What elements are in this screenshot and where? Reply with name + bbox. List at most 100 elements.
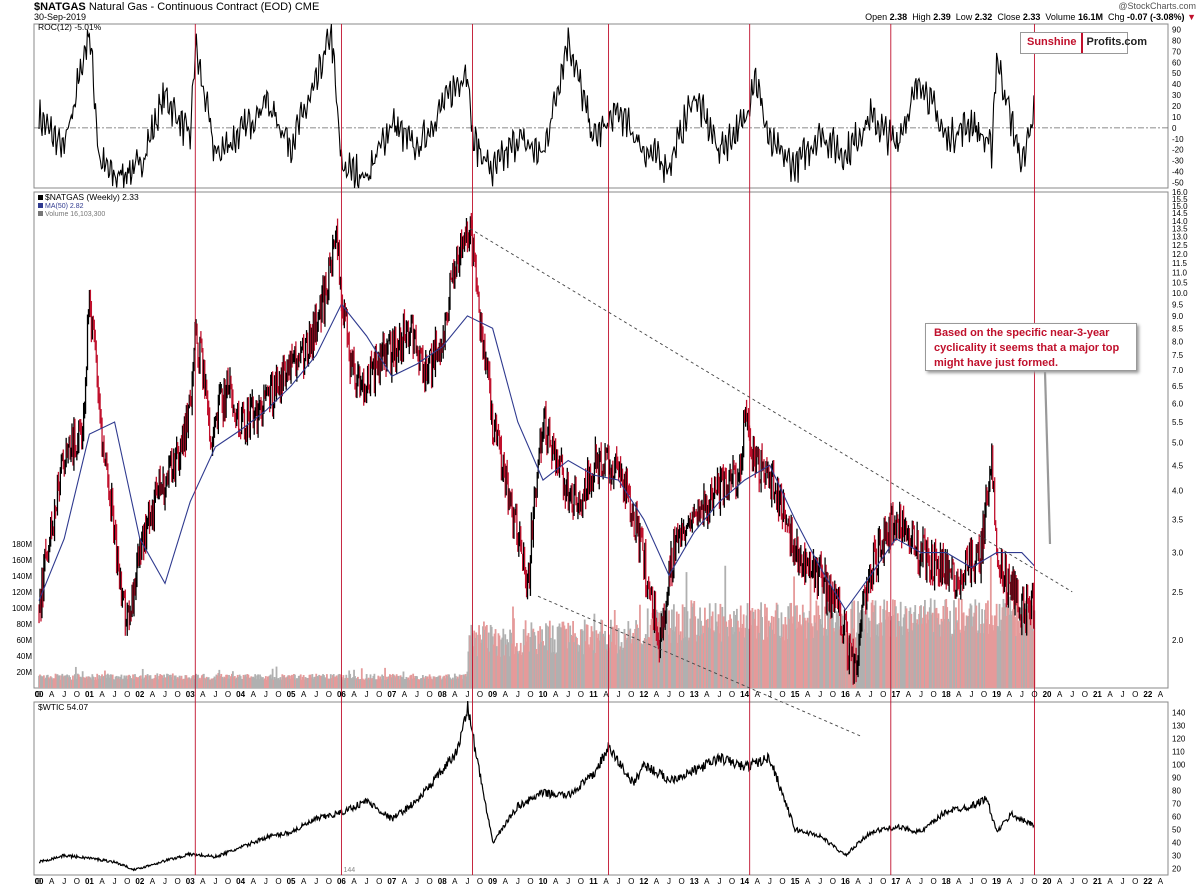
volume-bar [825,629,827,688]
volume-bar [542,641,544,688]
volume-bar [842,625,845,688]
volume-bar [49,676,52,688]
volume-bar [998,603,1001,688]
month-tick-label: O [1031,690,1037,699]
volume-bar [153,678,156,688]
volume-bar [728,620,731,688]
volume-bar [196,675,198,688]
volume-bar [799,624,802,688]
month-tick-label: A [1107,690,1113,699]
month-tick-label: A [1057,877,1063,886]
volume-bar [733,611,735,688]
volume-bar [874,600,877,688]
volume-bar [994,615,997,688]
month-tick-label: A [553,690,559,699]
volume-bar [980,624,983,688]
volume-bar [465,676,468,688]
month-tick-label: O [679,877,685,886]
volume-bar [880,622,883,688]
roc-tick-label: 20 [1172,102,1181,111]
month-tick-label: A [906,877,912,886]
volume-bar [150,679,153,688]
volume-bar [183,678,186,688]
year-tick-label: 16 [841,690,850,699]
volume-bar [770,615,773,688]
credit-text: @StockCharts.com [1118,1,1196,11]
volume-bar [617,628,620,688]
volume-bar [238,674,241,688]
volume-bar [869,637,872,688]
volume-bar [178,675,181,688]
month-tick-label: A [200,877,206,886]
volume-bar [723,616,726,688]
volume-bar [391,673,394,688]
volume-bar [64,675,67,688]
volume-bar [817,605,820,688]
volume-bar [105,674,107,688]
volume-bar [957,598,960,688]
volume-bar [622,647,625,688]
volume-bar [231,671,234,688]
month-tick-label: A [654,690,660,699]
volume-bar [308,674,311,688]
volume-bar [79,676,82,688]
volume-bar [705,619,708,688]
volume-bar [387,678,389,688]
year-tick-label: 07 [387,877,396,886]
volume-bar [461,678,464,688]
volume-bar [76,673,79,688]
volume-bar [816,630,819,688]
volume-bar [1026,615,1029,688]
volume-bar [550,652,553,688]
month-tick-label: A [1107,877,1113,886]
volume-bar [778,635,781,688]
month-tick-label: A [906,690,912,699]
month-tick-label: J [1020,690,1024,699]
volume-bar [926,611,929,688]
volume-bar [73,679,75,688]
volume-bar [900,626,903,688]
volume-bar [567,622,570,688]
volume-bar [224,677,227,688]
volume-bar [707,627,710,688]
volume-bar [999,630,1002,688]
volume-bar [667,634,669,688]
volume-bar [271,668,274,688]
volume-bar [1002,598,1005,688]
volume-bar [696,634,699,688]
volume-bar [531,630,534,688]
volume-bar [273,677,276,688]
volume-bar [97,678,100,688]
volume-bar [873,605,876,688]
volume-bar [166,673,168,688]
volume-bar [941,621,944,688]
month-tick-label: J [1121,690,1125,699]
volume-bar [491,636,494,688]
volume-bar [124,677,127,688]
month-tick-label: J [768,877,772,886]
volume-bar [398,679,401,688]
volume-bar [270,678,273,688]
roc-tick-label: 40 [1172,80,1181,89]
volume-bar [91,674,94,688]
volume-bar [877,636,880,688]
month-tick-label: A [150,690,156,699]
volume-bar [863,629,866,688]
volume-bar [296,678,299,688]
volume-bar [791,623,794,688]
year-tick-label: 15 [791,690,800,699]
month-tick-label: J [566,877,570,886]
volume-bar [822,635,825,688]
volume-bar [979,633,982,688]
volume-bar [517,653,520,688]
volume-bar [245,676,248,688]
volume-bar [258,679,260,688]
volume-bar [923,606,925,688]
volume-bar [509,629,511,688]
volume-bar [958,629,961,688]
month-tick-label: J [818,877,822,886]
volume-bar [761,617,763,688]
volume-bar [565,628,568,688]
volume-bar [127,675,130,688]
volume-bar [162,677,165,688]
